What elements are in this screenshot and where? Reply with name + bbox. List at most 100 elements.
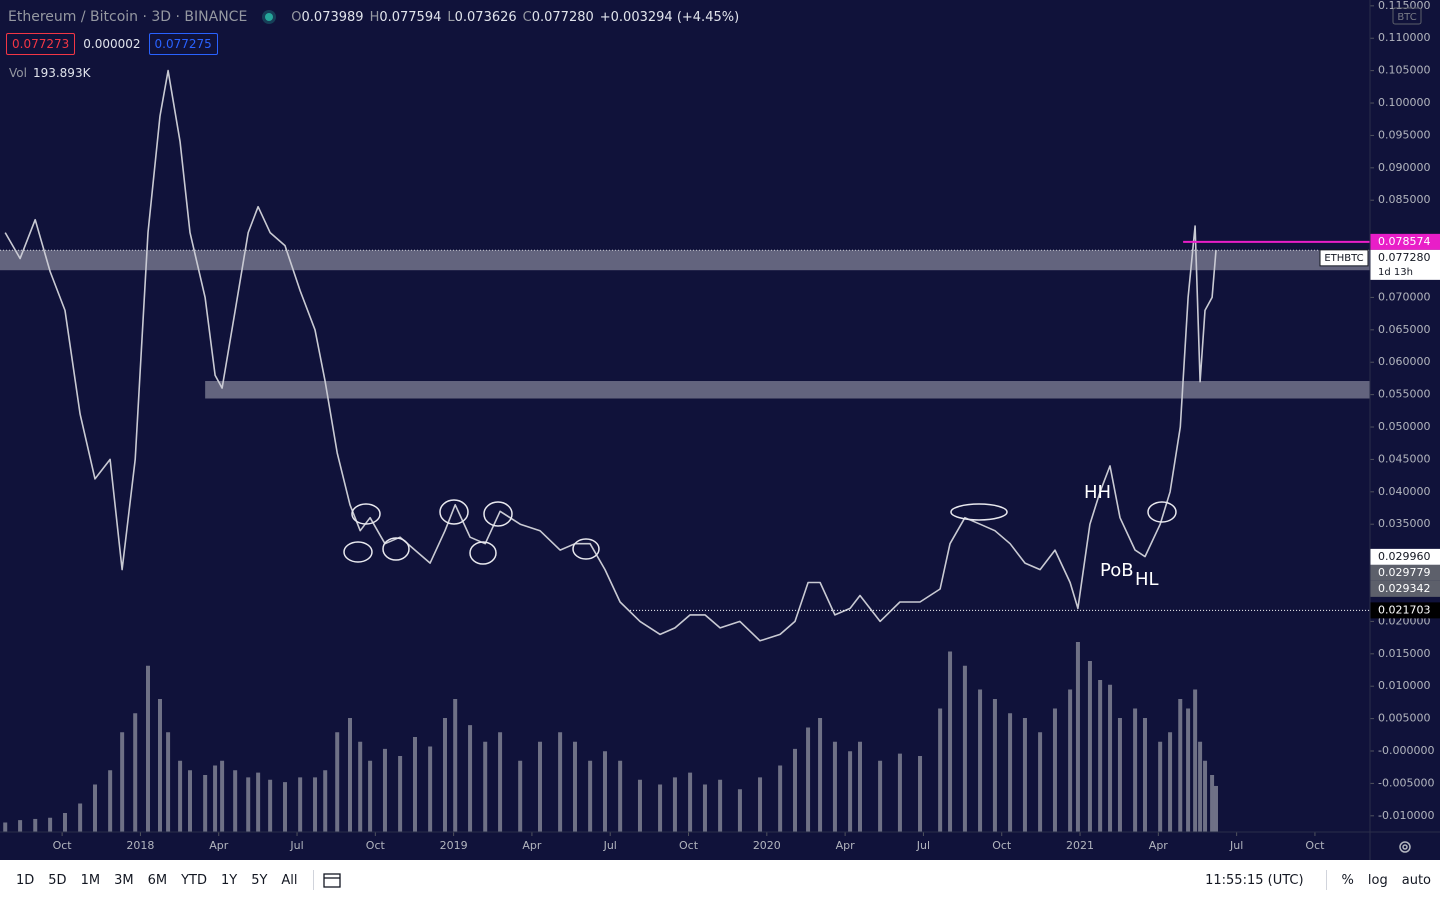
ohlc-key: C [522,9,532,25]
volume-bar [778,765,783,832]
volume-bar [93,784,98,832]
volume-bar [1158,741,1163,832]
volume-bar [188,770,193,832]
volume-bar [62,813,67,832]
change: +0.003294 (+4.45%) [599,9,740,25]
volume-bar [157,699,162,832]
range-button[interactable]: 5D [48,872,67,888]
volume-value: 193.893K [32,66,91,80]
settings-icon[interactable] [1399,841,1411,853]
volume-bar [3,822,8,832]
volume-bar [358,741,363,832]
volume-bar [1143,718,1148,832]
plot: 0.115000 0.110000 0.105000 0.100000 0.095000… [0,0,1440,852]
volume-bar [382,748,387,832]
circle-mark [950,503,1008,521]
date-range-glyph[interactable] [322,873,341,888]
scale-buttons: % log auto [1335,873,1438,888]
range-button[interactable]: 1Y [220,872,238,888]
volume-bar [978,689,983,832]
range-button[interactable]: 3M [114,872,134,888]
volume-bar [120,732,125,832]
date-range-icon[interactable] [322,871,342,889]
volume-bar [283,782,288,832]
volume-bar [992,699,997,832]
price-tag-label: 0.077280 [1378,251,1431,264]
volume-bar [268,779,273,832]
scale-button[interactable]: auto [1401,872,1431,888]
bid[interactable]: 0.077273 [6,33,76,55]
range-button[interactable]: 5Y [251,872,268,888]
volume-bar [848,751,853,832]
range-button[interactable]: 1M [80,872,101,888]
volume-bar [213,765,218,832]
volume-bar [1198,741,1203,832]
x-tick-label: 2021 [1066,839,1094,852]
volume-bar [233,770,238,832]
annotation: HL [1135,569,1159,590]
range-button[interactable]: All [281,872,298,888]
x-tick-label: 2019 [440,839,468,852]
volume-bar [468,725,473,832]
volume-bar [818,718,823,832]
background [0,0,1440,860]
volume-legend: Vol 193.893K [9,66,90,80]
clock[interactable]: 11:55:15 (UTC) [1205,872,1304,888]
volume-bar [398,756,403,832]
volume-bar [962,665,967,832]
volume-bar [178,760,183,832]
settings-gear[interactable] [1399,841,1411,853]
circle-mark [572,538,600,560]
price-tag [1370,249,1440,280]
scale-button[interactable]: % [1341,872,1354,888]
volume-bar [335,732,340,832]
ask[interactable]: 0.077275 [148,33,218,55]
x-tick-label: Jul [289,839,303,852]
volume-bar [1108,684,1113,832]
y-tick-label: 0.090000 [1378,161,1431,174]
separator [1325,870,1327,890]
y-tick-label: 0.115000 [1378,0,1431,12]
volume-bar [443,718,448,832]
y-tick-label: 0.095000 [1378,128,1431,141]
price-zone [205,381,1370,399]
volume-bar [256,772,261,832]
volume-bar [18,820,23,832]
price-zone [0,250,1370,271]
volume-bar [1098,680,1103,832]
range-button[interactable]: 1D [16,872,35,888]
x-tick-label: Apr [522,839,542,852]
y-tick-label: 0.055000 [1378,388,1431,401]
volume-bar [658,784,663,832]
scale-button[interactable]: log [1367,872,1388,888]
settings-gear-center[interactable] [1402,844,1408,850]
volume-bar [323,770,328,832]
range-button[interactable]: YTD [181,872,207,888]
x-tick-label: Oct [992,839,1012,852]
range-button[interactable]: 6M [147,872,168,888]
circle-mark [351,503,381,525]
volume-bar [793,748,798,832]
y-tick-label: 0.105000 [1378,64,1431,77]
annotation: HH [1084,482,1111,503]
price-tag-label: 0.029960 [1378,550,1431,563]
ohlc-value: 0.073989 [301,9,364,25]
volume-bar [918,756,923,832]
volume-bar [672,777,677,832]
volume-bar [33,818,38,832]
volume-bar [558,732,563,832]
y-tick-label: 0.050000 [1378,420,1431,433]
volume-bar [1214,785,1219,832]
volume-bar [1038,732,1043,832]
volume-bar [1203,760,1208,832]
y-tick-label: 0.100000 [1378,96,1431,109]
volume-bar [453,699,458,832]
volume-bar [368,760,373,832]
volume-bar [145,665,150,832]
volume-bar [858,741,863,832]
separator [312,870,314,890]
y-tick-label: 0.065000 [1378,323,1431,336]
volume-bar [938,708,943,832]
volume-bar [412,737,417,832]
annotations: HH PoB HL [1084,482,1159,590]
